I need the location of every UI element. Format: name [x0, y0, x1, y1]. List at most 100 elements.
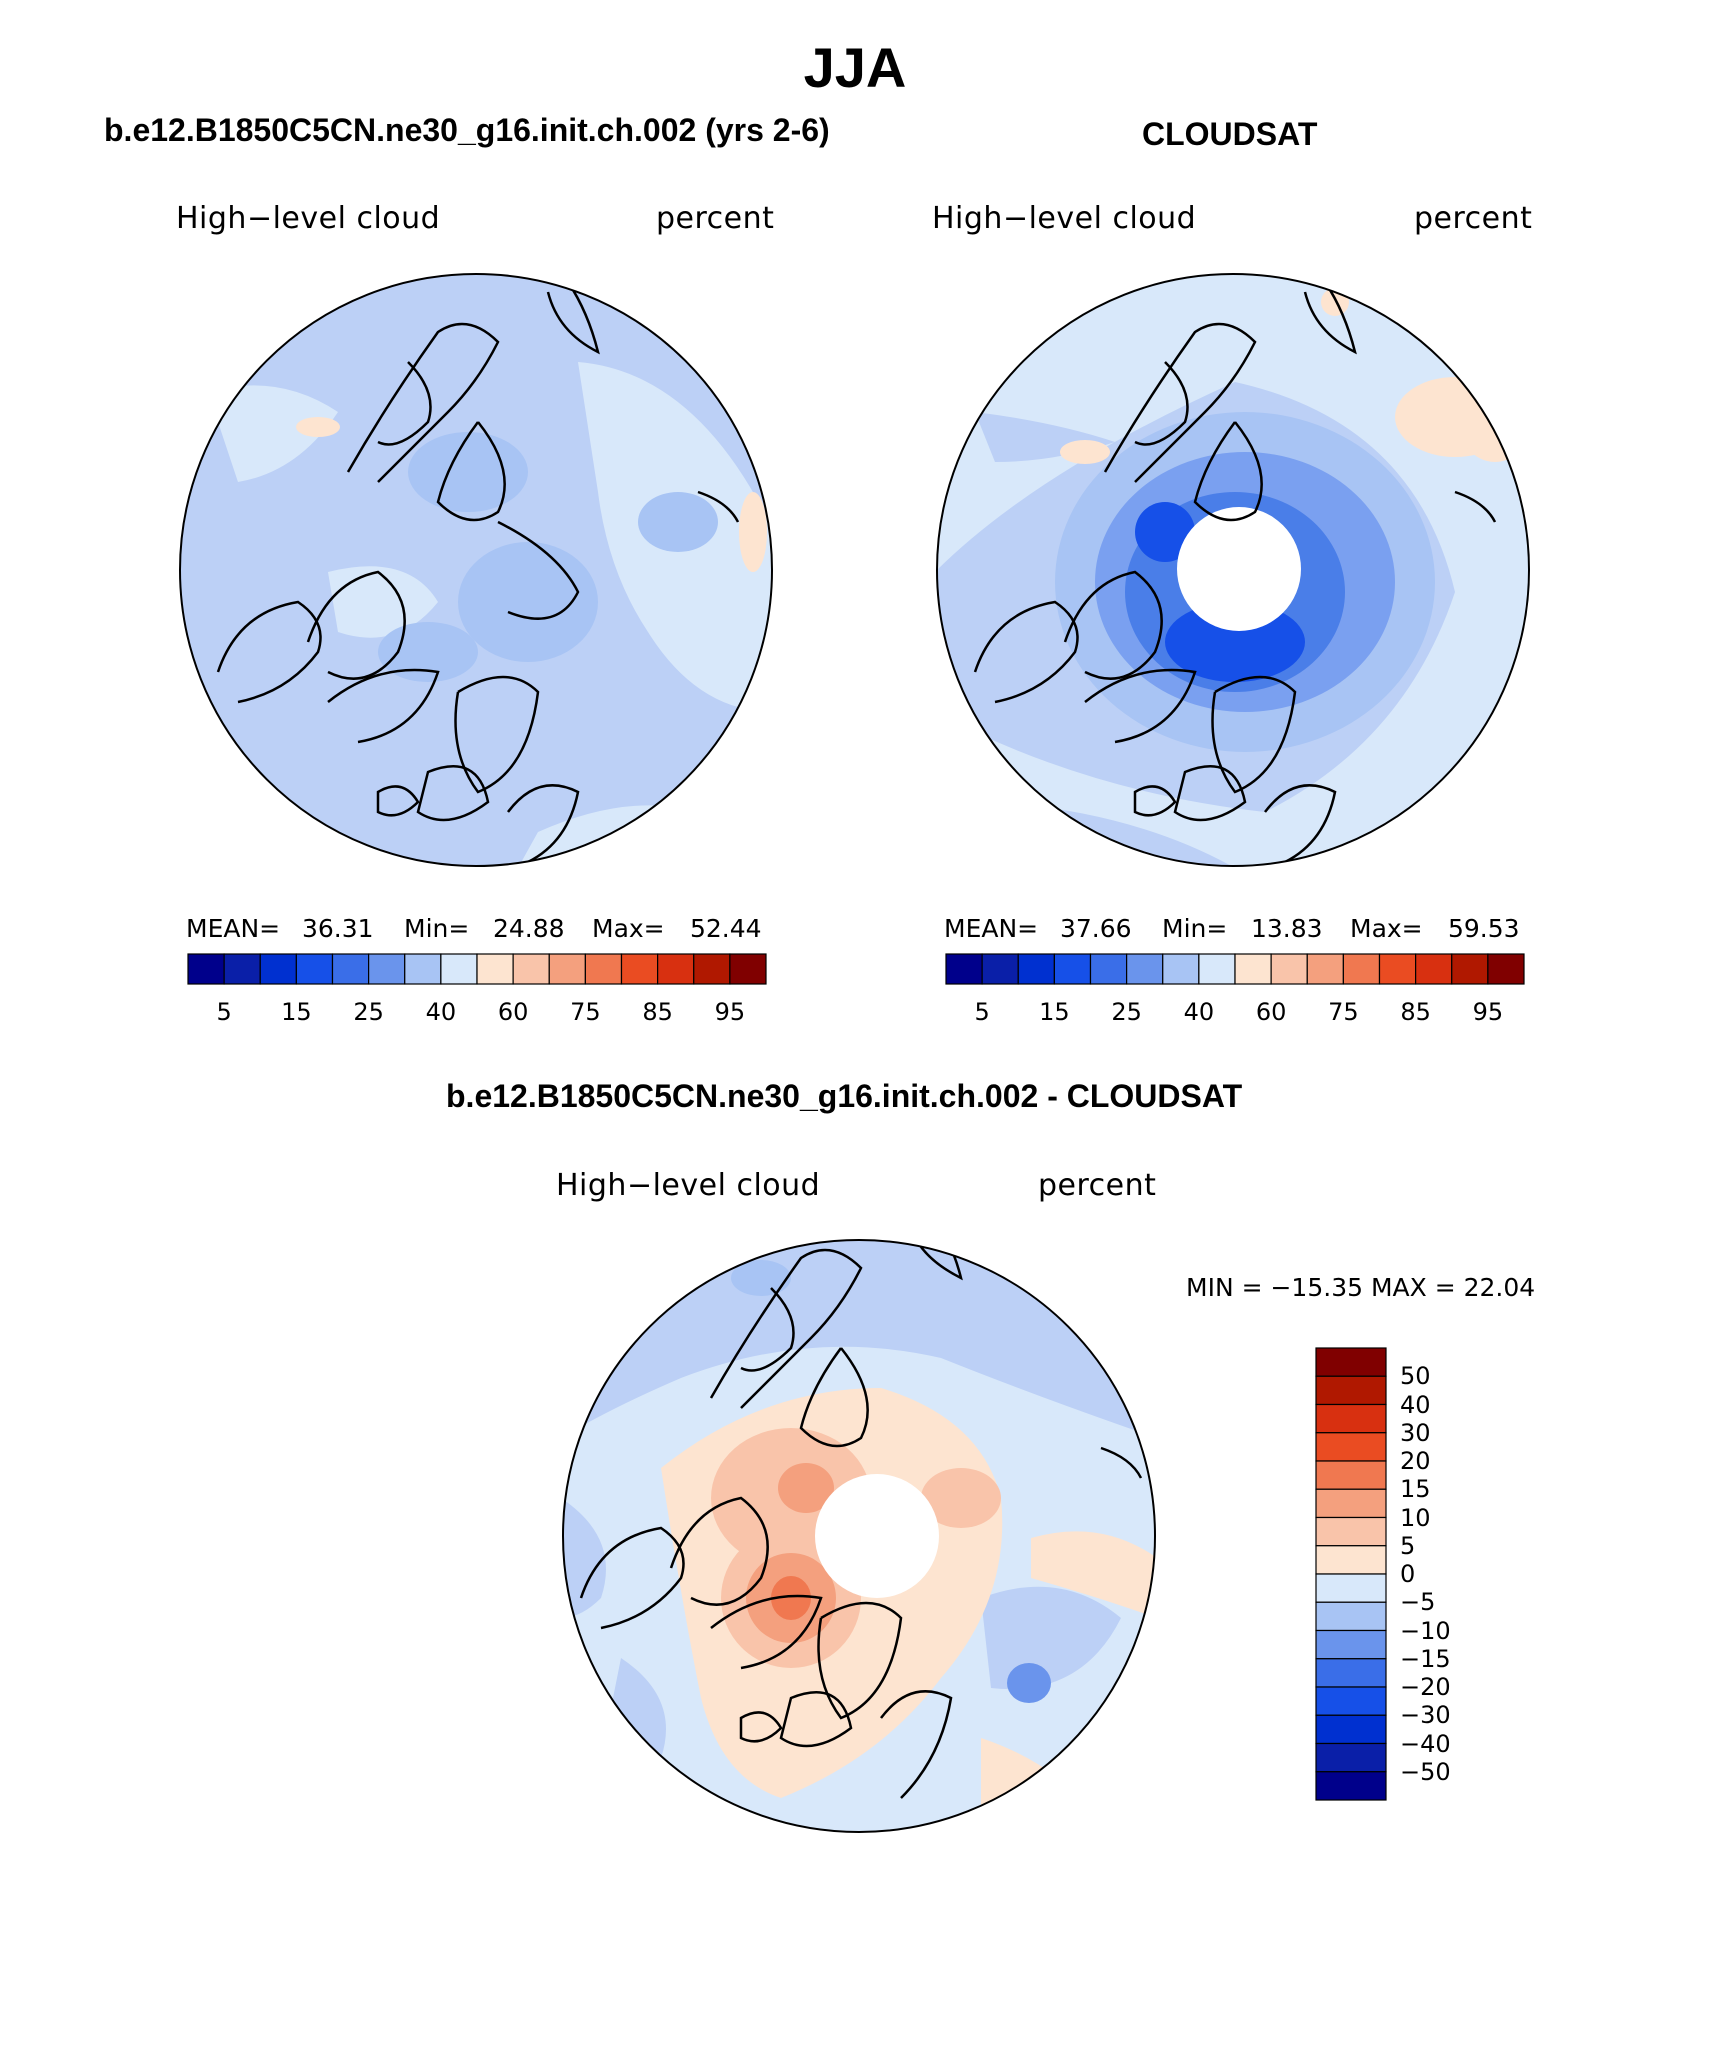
colorbar-tick-label: 85: [1400, 998, 1431, 1026]
colorbar-tick-label: −10: [1400, 1616, 1451, 1645]
colorbar-swatch: [331, 953, 370, 985]
colorbar-swatch: [620, 953, 659, 985]
colorbar-swatch: [729, 953, 767, 985]
colorbar-swatch: [1089, 953, 1128, 985]
panel2-mean-value: 37.66: [1060, 914, 1132, 943]
panel1-header: b.e12.B1850C5CN.ne30_g16.init.ch.002 (yr…: [104, 112, 830, 148]
colorbar-tick-label: 60: [497, 998, 529, 1026]
colorbar-tick-label: 30: [1400, 1418, 1431, 1447]
colorbar-swatch: [1315, 1771, 1387, 1801]
colorbar-swatch: [1415, 953, 1453, 985]
colorbar-tick-label: 5: [1400, 1531, 1416, 1560]
colorbar-tick-label: 85: [642, 998, 673, 1026]
colorbar-tick-label: 20: [1400, 1447, 1431, 1475]
colorbar-swatch: [1306, 953, 1344, 985]
colorbar-tick-label: 40: [425, 998, 457, 1026]
colorbar-swatch: [1315, 1516, 1387, 1547]
colorbar-swatch: [1315, 1714, 1387, 1745]
colorbar-tick-label: 95: [714, 998, 746, 1026]
panel1-polar-map: [179, 273, 773, 867]
panel2-mean-label: MEAN=: [944, 914, 1039, 943]
colorbar-tick-label: −40: [1400, 1729, 1451, 1758]
panel1-colorbar: [187, 953, 767, 985]
panel1-units-label: percent: [656, 201, 775, 236]
colorbar-tick-label: 10: [1400, 1503, 1431, 1532]
figure-title: JJA: [803, 36, 907, 99]
colorbar-swatch: [1053, 953, 1092, 985]
colorbar-swatch: [1315, 1545, 1387, 1575]
panel1-min-value: 24.88: [493, 914, 565, 943]
colorbar-swatch: [584, 953, 623, 985]
panel2-variable-label: High−level cloud: [932, 201, 1197, 236]
colorbar-tick-label: 0: [1400, 1560, 1416, 1588]
colorbar-swatch: [476, 953, 514, 985]
colorbar-swatch: [404, 953, 442, 985]
colorbar-swatch: [1315, 1488, 1387, 1519]
colorbar-tick-label: −20: [1400, 1673, 1451, 1701]
colorbar-swatch: [223, 953, 261, 985]
colorbar-swatch: [1315, 1375, 1387, 1406]
colorbar-swatch: [187, 953, 225, 985]
colorbar-swatch: [693, 953, 731, 985]
panel1-min-label: Min=: [404, 914, 470, 943]
colorbar-tick-label: −50: [1400, 1757, 1451, 1786]
panel3-header: b.e12.B1850C5CN.ne30_g16.init.ch.002 - C…: [446, 1078, 1243, 1114]
colorbar-swatch: [1017, 953, 1055, 985]
panel3-units-label: percent: [1038, 1168, 1157, 1203]
colorbar-swatch: [1162, 953, 1200, 985]
colorbar-tick-label: −15: [1400, 1644, 1451, 1673]
colorbar-swatch: [1315, 1432, 1387, 1462]
colorbar-swatch: [1315, 1629, 1387, 1660]
panel3-minmax: MIN = −15.35 MAX = 22.04: [1186, 1273, 1536, 1302]
colorbar-tick-label: 40: [1400, 1390, 1431, 1419]
colorbar-tick-label: 95: [1472, 998, 1504, 1026]
colorbar-tick-label: 15: [1400, 1475, 1431, 1504]
colorbar-tick-label: 25: [1111, 998, 1142, 1026]
colorbar-swatch: [981, 953, 1019, 985]
colorbar-swatch: [440, 953, 478, 985]
colorbar-tick-label: 75: [570, 998, 601, 1026]
panel3-variable-label: High−level cloud: [556, 1168, 821, 1203]
colorbar-tick-label: 5: [974, 998, 990, 1026]
panel2-min-label: Min=: [1162, 914, 1228, 943]
colorbar-swatch: [1315, 1403, 1387, 1434]
panel2-units-label: percent: [1414, 201, 1533, 236]
colorbar-tick-label: −30: [1400, 1701, 1451, 1730]
colorbar-swatch: [1126, 953, 1164, 985]
panel1-variable-label: High−level cloud: [176, 201, 441, 236]
colorbar-swatch: [1378, 953, 1417, 985]
colorbar-swatch: [1315, 1347, 1387, 1377]
colorbar-swatch: [1315, 1742, 1387, 1773]
colorbar-swatch: [512, 953, 550, 985]
colorbar-tick-label: −5: [1400, 1588, 1436, 1617]
panel1-mean-value: 36.31: [302, 914, 374, 943]
panel2-min-value: 13.83: [1251, 914, 1323, 943]
panel2-colorbar: [945, 953, 1525, 985]
panel3-polar-map: [562, 1239, 1156, 1833]
panel2-max-value: 59.53: [1448, 914, 1520, 943]
colorbar-swatch: [1451, 953, 1489, 985]
panel1-max-value: 52.44: [690, 914, 762, 943]
colorbar-swatch: [1270, 953, 1308, 985]
colorbar-swatch: [1315, 1460, 1387, 1490]
colorbar-swatch: [1234, 953, 1272, 985]
colorbar-tick-label: 15: [1039, 998, 1070, 1026]
panel2-header: CLOUDSAT: [1142, 116, 1318, 152]
colorbar-swatch: [1315, 1658, 1387, 1688]
colorbar-swatch: [548, 953, 586, 985]
colorbar-swatch: [1315, 1573, 1387, 1603]
colorbar-tick-label: 15: [281, 998, 312, 1026]
colorbar-swatch: [259, 953, 297, 985]
colorbar-tick-label: 40: [1183, 998, 1215, 1026]
colorbar-swatch: [657, 953, 695, 985]
colorbar-swatch: [1487, 953, 1525, 985]
panel2-max-label: Max=: [1350, 914, 1423, 943]
colorbar-tick-label: 75: [1328, 998, 1359, 1026]
panel2-polar-map: [936, 273, 1530, 867]
colorbar-tick-label: 25: [353, 998, 384, 1026]
colorbar-swatch: [1315, 1601, 1387, 1632]
colorbar-swatch: [295, 953, 334, 985]
panel3-colorbar: [1315, 1347, 1387, 1801]
colorbar-tick-label: 50: [1400, 1362, 1431, 1391]
colorbar-swatch: [945, 953, 983, 985]
